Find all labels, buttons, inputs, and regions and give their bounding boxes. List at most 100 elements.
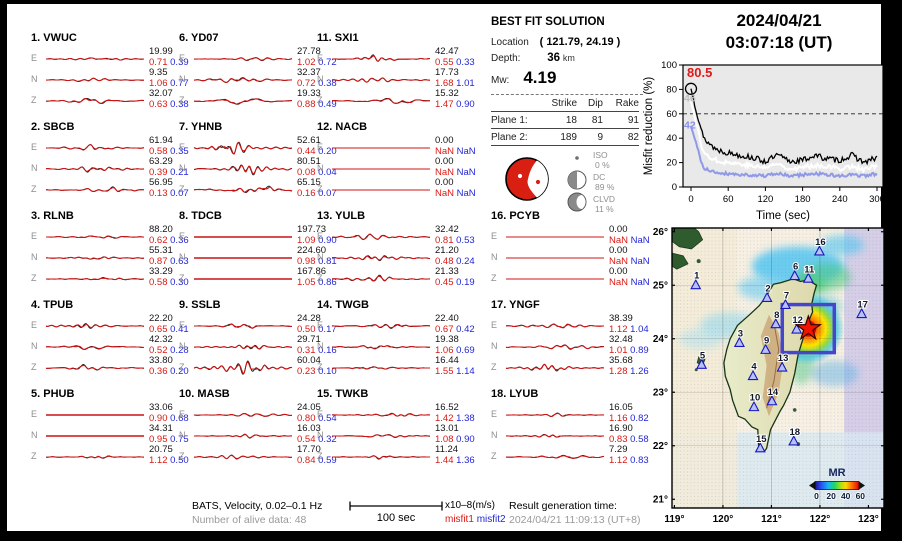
waveform-plot bbox=[194, 277, 292, 280]
waveform-plot bbox=[193, 359, 293, 375]
misfit1-value: NaN bbox=[609, 234, 629, 246]
channel-label: Z bbox=[317, 272, 323, 283]
observed-trace bbox=[332, 274, 431, 281]
misfit2-value: NaN bbox=[456, 145, 476, 157]
channel-label: E bbox=[317, 52, 324, 63]
waveform-plot bbox=[332, 454, 430, 460]
channel-row: N 42.32 0.52 0.28 bbox=[31, 334, 199, 356]
channel-row: E 38.39 1.12 1.04 bbox=[491, 313, 659, 335]
misfit1-value: NaN bbox=[435, 166, 455, 178]
amplitude-value: 22.40 bbox=[435, 313, 459, 324]
channel-label: N bbox=[31, 429, 38, 440]
waveform-plot bbox=[46, 434, 144, 437]
series-black bbox=[690, 88, 878, 166]
waveform-plot bbox=[45, 363, 145, 370]
synthetic-trace bbox=[46, 97, 145, 104]
lat-tick-label: 22° bbox=[653, 441, 668, 452]
channel-label: N bbox=[31, 340, 38, 351]
misfit1-value: 1.16 bbox=[609, 412, 628, 424]
series-white bbox=[690, 101, 878, 174]
channel-label: E bbox=[31, 230, 38, 241]
amplitude-units: x10–8(m/s) bbox=[445, 500, 496, 511]
waveform-plot bbox=[331, 97, 431, 104]
channel-values: 16.44 1.55 1.14 bbox=[435, 355, 475, 377]
misfit1-value: 1.12 bbox=[609, 454, 628, 466]
station-marker-5 bbox=[696, 358, 708, 369]
amplitude-value: 33.06 bbox=[149, 402, 173, 413]
misfit1-value: 0.62 bbox=[149, 234, 168, 246]
synthetic-trace bbox=[194, 344, 292, 349]
y-tick-label: 60 bbox=[666, 109, 677, 120]
misfit2-value: 1.14 bbox=[456, 365, 475, 377]
channel-label: Z bbox=[179, 272, 185, 283]
map-frame bbox=[671, 227, 885, 509]
waveform-plot bbox=[45, 97, 145, 104]
location-value: ( 121.79, 24.19 ) bbox=[539, 36, 621, 48]
waveform-plot bbox=[193, 76, 293, 83]
amplitude-value: 42.32 bbox=[149, 334, 173, 345]
lon-tick-label: 119° bbox=[664, 514, 684, 525]
misfit2-legend: misfit2 bbox=[476, 514, 506, 525]
channel-label: N bbox=[317, 251, 324, 262]
misfit1-value: 0.63 bbox=[149, 98, 168, 110]
misfit1-value: 1.12 bbox=[149, 454, 168, 466]
misfit2-value: 0.41 bbox=[170, 323, 189, 335]
synthetic-trace bbox=[45, 323, 145, 328]
channel-values: 33.80 0.36 0.20 bbox=[149, 355, 189, 377]
channel-row: Z 16.44 1.55 1.14 bbox=[317, 355, 485, 377]
misfit1-value: 0.88 bbox=[297, 98, 316, 110]
waveform-plot bbox=[194, 256, 292, 259]
time-scale-bar: 100 sec bbox=[349, 501, 443, 524]
misfit1-value: 0.44 bbox=[297, 145, 316, 157]
synthetic-trace bbox=[193, 97, 292, 105]
channel-label: E bbox=[317, 408, 324, 419]
station-title: 8. TDCB bbox=[179, 210, 222, 222]
channel-row: N 224.60 0.98 0.81 bbox=[179, 245, 347, 267]
synthetic-trace bbox=[506, 454, 605, 459]
epicenter-box bbox=[780, 302, 837, 355]
synthetic-trace bbox=[45, 166, 145, 172]
misfit1-legend: misfit1 bbox=[445, 514, 474, 525]
station-marker-label: 10 bbox=[750, 393, 761, 404]
misfit1-value: 0.58 bbox=[149, 145, 168, 157]
misfit1-value: 0.55 bbox=[435, 56, 454, 68]
misfit1-value: 0.54 bbox=[297, 433, 316, 445]
channel-label: E bbox=[317, 319, 324, 330]
misfit1-value: 0.58 bbox=[149, 276, 168, 288]
channel-row: N 34.31 0.95 0.75 bbox=[31, 423, 199, 445]
misfit1-value: 0.87 bbox=[149, 255, 168, 267]
iso-icon bbox=[575, 156, 579, 160]
station-block-MASB: 10. MASB E 24.05 0.80 0.54 N 16.03 0.54 0.32 Z 1… bbox=[179, 388, 347, 466]
synthetic-trace bbox=[505, 344, 604, 349]
channel-row: N 55.31 0.87 0.63 bbox=[31, 245, 199, 267]
station-block-TPUB: 4. TPUB E 22.20 0.65 0.41 N 42.32 0.52 0.28 Z 33… bbox=[31, 299, 199, 377]
component-pct: 0 % bbox=[595, 160, 610, 170]
misfit1-value: 1.01 bbox=[609, 344, 628, 356]
channel-row: E 33.06 0.90 0.68 bbox=[31, 402, 199, 424]
misfit2-value: 0.33 bbox=[456, 56, 475, 68]
misfit2-value: 0.10 bbox=[318, 365, 337, 377]
colorbar-tick-label: 20 bbox=[826, 491, 836, 501]
misfit2-value: 0.28 bbox=[170, 344, 189, 356]
channel-values: 34.31 0.95 0.75 bbox=[149, 423, 189, 445]
misfit1-value: 0.48 bbox=[435, 255, 454, 267]
misfit2-value: 0.36 bbox=[170, 234, 189, 246]
best-fit-title: BEST FIT SOLUTION bbox=[491, 16, 605, 28]
channel-row: E 16.52 1.42 1.38 bbox=[317, 402, 485, 424]
channel-row: N 21.20 0.48 0.24 bbox=[317, 245, 485, 267]
synthetic-trace bbox=[46, 186, 145, 192]
amplitude-value: 20.75 bbox=[149, 444, 173, 455]
col-rake: Rake bbox=[603, 95, 639, 112]
channel-row: N 63.29 0.39 0.21 bbox=[31, 156, 199, 178]
misfit1-value: 0.95 bbox=[149, 433, 168, 445]
station-marker-15 bbox=[754, 442, 766, 453]
station-marker-8 bbox=[770, 317, 782, 329]
station-title: 11. SXI1 bbox=[317, 32, 359, 44]
waveform-plot bbox=[46, 185, 145, 192]
misfit2-value: 0.04 bbox=[318, 166, 337, 178]
amplitude-value: 0.00 bbox=[609, 224, 628, 235]
channel-values: 0.00 NaN NaN bbox=[609, 266, 650, 288]
channel-row: E 27.78 1.02 0.72 bbox=[179, 46, 347, 68]
channel-values: 13.01 1.08 0.90 bbox=[435, 423, 475, 445]
location-row: Location ( 121.79, 24.19 ) bbox=[491, 36, 655, 48]
